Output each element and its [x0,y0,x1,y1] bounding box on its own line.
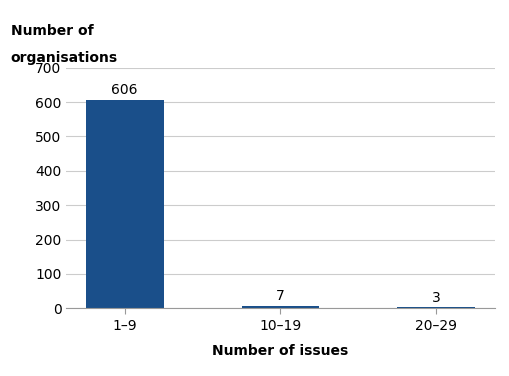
Bar [241,306,319,308]
Bar [86,100,163,308]
Text: 7: 7 [275,289,285,303]
Bar [397,307,474,308]
Text: organisations: organisations [11,51,118,65]
X-axis label: Number of issues: Number of issues [212,344,348,358]
Text: 606: 606 [111,83,138,97]
Text: Number of: Number of [11,24,93,38]
Text: 3: 3 [431,291,440,305]
